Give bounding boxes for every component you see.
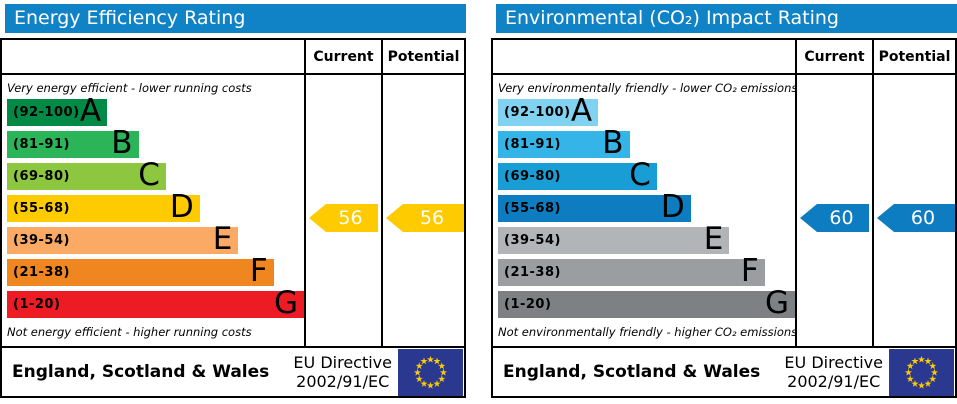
environmental-current-arrow: 60 (800, 204, 869, 232)
environmental-band-e: (39-54) E (498, 221, 730, 257)
band-letter: F (740, 253, 759, 289)
band-range-label: (92-100) (504, 105, 571, 120)
energy-footer: England, Scotland & Wales EU Directive 2… (0, 346, 466, 398)
environmental-band-f: (21-38) F (498, 253, 765, 289)
eu-directive-label: EU Directive 2002/91/EC (293, 353, 392, 391)
environmental-potential-column-header: Potential (878, 48, 951, 65)
band-letter: G (764, 285, 789, 321)
environmental-current-column: 60 (797, 75, 874, 346)
eu-directive-label: EU Directive 2002/91/EC (784, 353, 883, 391)
energy-current-arrow: 56 (309, 204, 378, 232)
band-letter: E (212, 221, 233, 257)
environmental-bands: (92-100) A (81-91) B (69-80) C (55-68) (498, 93, 795, 321)
band-range-label: (69-80) (13, 169, 70, 184)
energy-potential-column-header: Potential (387, 48, 460, 65)
energy-current-value: 56 (338, 207, 363, 229)
energy-potential-value: 56 (419, 207, 445, 229)
environmental-header-spacer (493, 40, 797, 73)
environmental-panel-title: Environmental (CO₂) Impact Rating (496, 4, 957, 33)
environmental-band-g: (1-20) G (498, 285, 795, 321)
energy-band-c: (69-80) C (7, 157, 166, 193)
band-range-label: (81-91) (13, 137, 70, 152)
environmental-band-d: (55-68) D (498, 189, 691, 225)
environmental-table-header: Current Potential (493, 40, 955, 75)
eu-directive-line2: 2002/91/EC (787, 372, 881, 391)
environmental-impact-panel: Environmental (CO₂) Impact Rating Curren… (491, 0, 957, 398)
band-letter: E (703, 221, 724, 257)
energy-bands: (92-100) A (81-91) B (69-80) C (55-68) (7, 93, 304, 321)
eu-flag-icon (398, 348, 463, 396)
band-letter: D (169, 189, 194, 225)
environmental-table-body: Very environmentally friendly - lower CO… (493, 75, 955, 346)
band-range-label: (1-20) (504, 297, 552, 312)
band-letter: D (660, 189, 685, 225)
band-range-label: (21-38) (13, 265, 70, 280)
environmental-current-value: 60 (829, 207, 854, 229)
energy-band-a: (92-100) A (7, 93, 108, 129)
energy-table-body: Very energy efficient - lower running co… (2, 75, 464, 346)
environmental-footer: England, Scotland & Wales EU Directive 2… (491, 346, 957, 398)
energy-band-d: (55-68) D (7, 189, 200, 225)
environmental-potential-column: 60 (874, 75, 955, 346)
band-letter: A (79, 93, 102, 129)
energy-band-g: (1-20) G (7, 285, 304, 321)
band-range-label: (92-100) (13, 105, 80, 120)
eu-directive-line2: 2002/91/EC (296, 372, 390, 391)
energy-table-header: Current Potential (2, 40, 464, 75)
region-label: England, Scotland & Wales (12, 362, 270, 382)
band-range-label: (55-68) (504, 201, 561, 216)
energy-header-spacer (2, 40, 306, 73)
energy-potential-arrow: 56 (386, 204, 464, 232)
energy-bottom-caption: Not energy efficient - higher running co… (7, 325, 252, 339)
eu-directive-line1: EU Directive (784, 352, 883, 372)
energy-band-b: (81-91) B (7, 125, 139, 161)
band-letter: A (570, 93, 593, 129)
energy-top-caption: Very energy efficient - lower running co… (7, 81, 252, 95)
environmental-rating-table: Current Potential Very environmentally f… (491, 38, 957, 348)
band-range-label: (21-38) (504, 265, 561, 280)
band-range-label: (55-68) (13, 201, 70, 216)
energy-efficiency-panel: Energy Efficiency Rating Current Potenti… (0, 0, 466, 398)
band-range-label: (81-91) (504, 137, 561, 152)
environmental-band-c: (69-80) C (498, 157, 657, 193)
region-label: England, Scotland & Wales (503, 362, 761, 382)
environmental-bottom-caption: Not environmentally friendly - higher CO… (498, 325, 798, 339)
energy-potential-column: 56 (383, 75, 464, 346)
band-range-label: (39-54) (504, 233, 561, 248)
environmental-band-a: (92-100) A (498, 93, 599, 129)
environmental-bands-column: Very environmentally friendly - lower CO… (493, 75, 797, 346)
environmental-potential-value: 60 (910, 207, 936, 229)
energy-rating-table: Current Potential Very energy efficient … (0, 38, 466, 348)
energy-current-column-header: Current (306, 40, 383, 73)
energy-current-column: 56 (306, 75, 383, 346)
energy-panel-title: Energy Efficiency Rating (5, 4, 466, 33)
band-range-label: (1-20) (13, 297, 61, 312)
eu-directive-line1: EU Directive (293, 352, 392, 372)
environmental-band-b: (81-91) B (498, 125, 630, 161)
energy-band-f: (21-38) F (7, 253, 274, 289)
environmental-current-column-header: Current (797, 40, 874, 73)
energy-bands-column: Very energy efficient - lower running co… (2, 75, 306, 346)
band-range-label: (39-54) (13, 233, 70, 248)
energy-band-e: (39-54) E (7, 221, 239, 257)
environmental-top-caption: Very environmentally friendly - lower CO… (498, 81, 798, 95)
band-letter: B (111, 125, 133, 161)
environmental-potential-arrow: 60 (877, 204, 955, 232)
band-letter: G (273, 285, 298, 321)
band-range-label: (69-80) (504, 169, 561, 184)
band-letter: B (602, 125, 624, 161)
band-letter: F (249, 253, 268, 289)
band-letter: C (629, 157, 651, 193)
band-letter: C (138, 157, 160, 193)
eu-flag-icon (889, 348, 954, 396)
